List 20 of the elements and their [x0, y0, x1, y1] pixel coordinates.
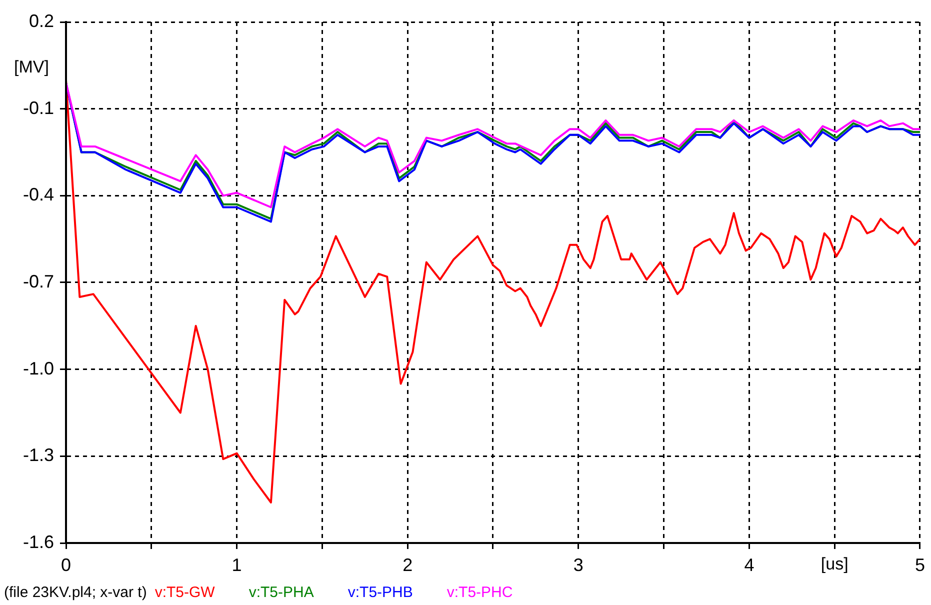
text: v:T5-PHC — [446, 584, 513, 601]
y-tick-label: -1.3 — [22, 445, 54, 466]
y-tick-label: -0.4 — [22, 184, 54, 205]
y-tick-label: -1.0 — [22, 358, 54, 378]
text: (file 23KV.pl4; x-var t) — [4, 584, 147, 601]
x-axis-title: [us] — [820, 554, 848, 574]
text: v:T5-PHA — [248, 584, 314, 601]
x-tick-label: 2 — [402, 554, 413, 575]
x-tick-label: 4 — [744, 554, 754, 575]
text: v:T5-PHB — [348, 584, 413, 601]
text: v:T5-GW — [154, 584, 215, 601]
y-tick-label: 0.2 — [28, 10, 54, 31]
x-tick-label: 1 — [232, 554, 242, 575]
y-axis-title: [MV] — [14, 58, 49, 77]
x-tick-label: 0 — [60, 554, 72, 575]
x-tick-label: 5 — [914, 554, 925, 575]
y-tick-label: -0.1 — [22, 98, 54, 118]
y-tick-label: -1.6 — [22, 532, 54, 552]
x-tick-label: 3 — [573, 554, 584, 575]
y-tick-label: -0.7 — [22, 271, 54, 292]
